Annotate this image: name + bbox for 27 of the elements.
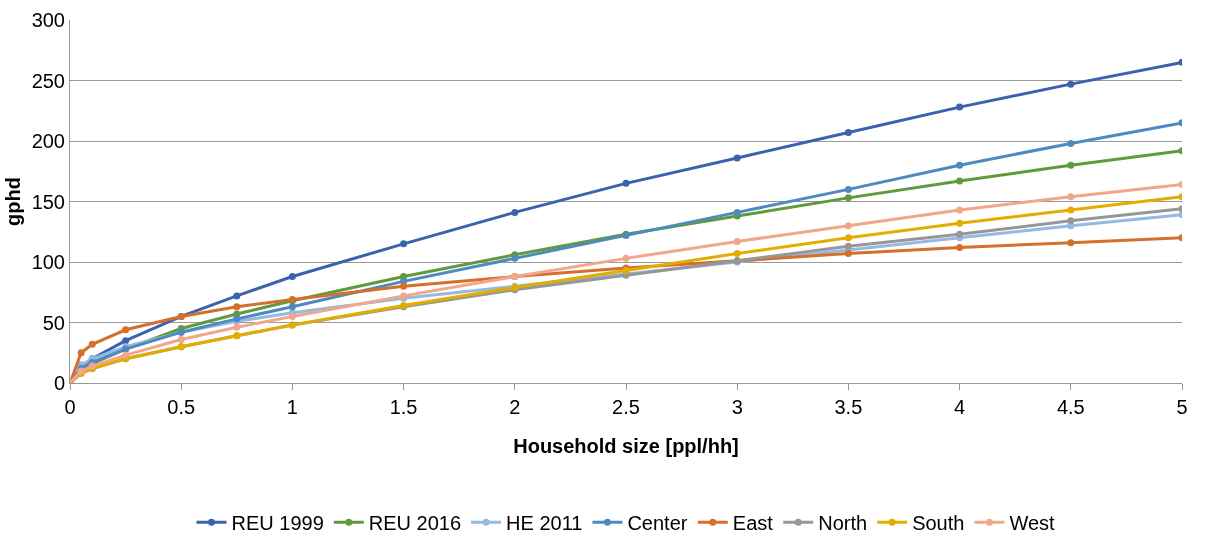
legend-label: REU 1999 xyxy=(231,512,324,535)
x-axis-title: Household size [ppl/hh] xyxy=(513,435,739,457)
y-axis-title: gphd xyxy=(2,177,24,226)
x-tick-label: 3 xyxy=(731,396,743,418)
y-tick-label: 100 xyxy=(31,251,65,273)
legend-label: HE 2011 xyxy=(506,512,583,535)
x-tick-label: 0.5 xyxy=(167,396,196,418)
y-tick-label: 0 xyxy=(53,372,65,394)
x-tick-label: 4.5 xyxy=(1056,396,1085,418)
x-tick-label: 1 xyxy=(286,396,298,418)
x-tick-label: 3.5 xyxy=(834,396,863,418)
x-tick-label: 5 xyxy=(1176,396,1188,418)
legend-label: North xyxy=(818,512,868,535)
legend-label: West xyxy=(1009,512,1056,535)
x-tick-label: 2.5 xyxy=(612,396,640,418)
legend-label: East xyxy=(732,512,774,535)
legend-label: Center xyxy=(627,512,688,535)
y-tick-label: 300 xyxy=(31,9,65,31)
y-tick-label: 250 xyxy=(31,69,65,92)
legend-label: REU 2016 xyxy=(368,512,462,535)
x-tick-label: 2 xyxy=(509,396,521,418)
x-tick-label: 1.5 xyxy=(389,396,418,418)
legend-label: South xyxy=(912,512,965,535)
y-tick-label: 50 xyxy=(42,311,65,334)
y-tick-label: 200 xyxy=(31,130,65,152)
x-tick-label: 4 xyxy=(954,396,966,418)
y-tick-label: 150 xyxy=(31,190,65,213)
